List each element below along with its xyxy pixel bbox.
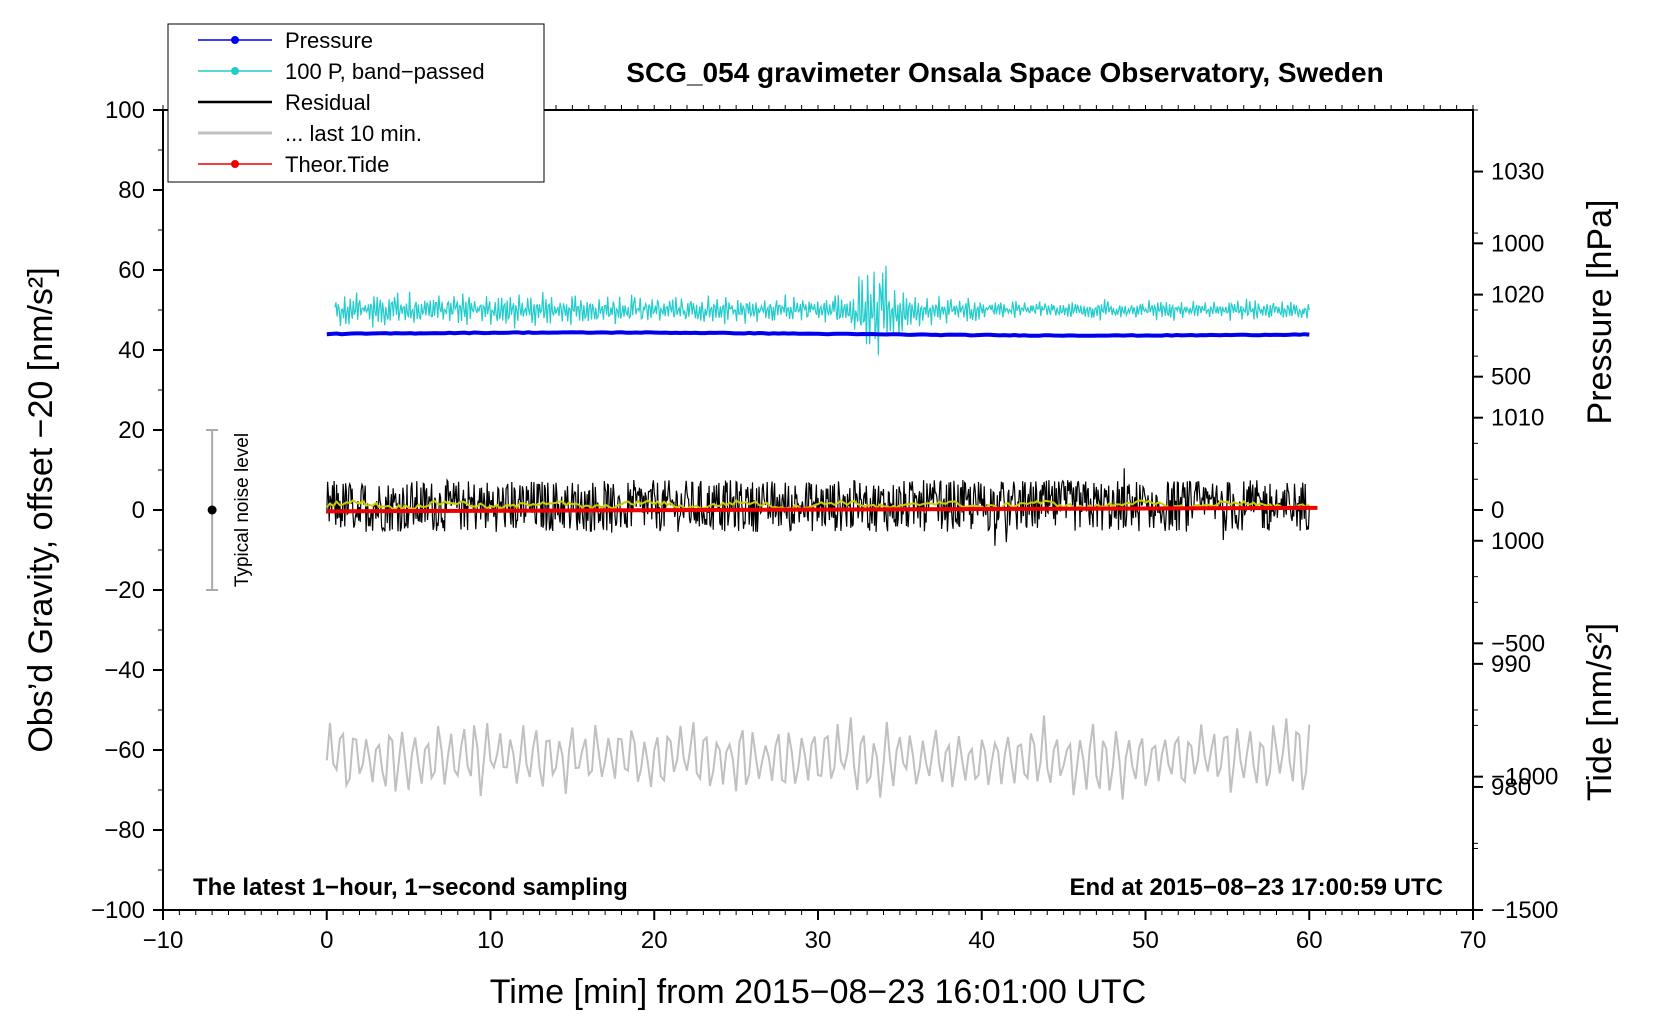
x-tick-label: 30 — [805, 927, 832, 954]
tide-tick-label: −1500 — [1491, 897, 1558, 924]
end-time-annotation: End at 2015−08−23 17:00:59 UTC — [1069, 874, 1443, 901]
legend-marker — [231, 160, 239, 168]
x-tick-label: 20 — [641, 927, 668, 954]
y-tick-label: −40 — [104, 657, 145, 684]
pressure-tick-label: 990 — [1491, 651, 1531, 678]
x-tick-label: 50 — [1132, 927, 1159, 954]
y-tick-label: 80 — [118, 177, 145, 204]
legend-label: 100 P, band−passed — [285, 59, 485, 84]
pressure-tick-label: 1030 — [1491, 159, 1544, 186]
series-pressure — [326, 330, 1310, 338]
legend-label: Pressure — [285, 28, 373, 53]
tide-tick-label: 0 — [1491, 497, 1504, 524]
y-tick-label: 20 — [118, 417, 145, 444]
x-tick-label: 40 — [968, 927, 995, 954]
y-tick-label: 40 — [118, 337, 145, 364]
noise-indicator — [206, 429, 219, 591]
series-last-10-min — [325, 715, 1311, 800]
y-tick-label: 0 — [132, 497, 145, 524]
pressure-tick-label: 980 — [1491, 774, 1531, 801]
pressure-tick-label: 1010 — [1491, 405, 1544, 432]
legend: Pressure 100 P, band−passed Residual ... la… — [167, 23, 545, 183]
x-tick-label: 70 — [1460, 927, 1487, 954]
noise-center-dot — [207, 505, 217, 515]
tide-tick-label: 1000 — [1491, 230, 1544, 257]
tide-axis-ticks: 1000 500 0 −500 −1000 −1500 — [1473, 230, 1558, 924]
legend-marker — [231, 67, 239, 75]
legend-label: Theor.Tide — [285, 152, 389, 177]
data-series — [325, 265, 1318, 800]
y-tick-label: −20 — [104, 577, 145, 604]
y-tick-label: −80 — [104, 817, 145, 844]
series-theoretical-tide — [326, 505, 1318, 514]
legend-label: ... last 10 min. — [285, 121, 422, 146]
y-tick-label: −60 — [104, 737, 145, 764]
chart-title: SCG_054 gravimeter Onsala Space Observat… — [626, 57, 1383, 88]
series-band-passed-pressure — [334, 265, 1310, 356]
x-tick-label: 0 — [320, 927, 333, 954]
sampling-annotation: The latest 1−hour, 1−second sampling — [193, 874, 628, 901]
pressure-tick-label: 1000 — [1491, 528, 1544, 555]
tide-tick-label: −1000 — [1491, 764, 1558, 791]
pressure-tick-label: 1020 — [1491, 282, 1544, 309]
y-tick-label: 100 — [105, 97, 145, 124]
series-residual-smoothed — [326, 499, 1310, 511]
tide-tick-label: 500 — [1491, 364, 1531, 391]
x-tick-label: −10 — [143, 927, 184, 954]
pressure-axis-ticks: 1030 1020 1010 1000 990 980 — [1473, 109, 1544, 849]
tide-tick-label: −500 — [1491, 630, 1545, 657]
legend-marker — [231, 36, 239, 44]
noise-indicator-label: Typical noise level — [232, 433, 253, 587]
y-axis-title-gravity: Obs’d Gravity, offset −20 [nm/s²] — [22, 267, 60, 752]
y-axis-title-pressure: Pressure [hPa] — [1581, 200, 1619, 425]
legend-label: Residual — [285, 90, 371, 115]
y-tick-label: −100 — [91, 897, 145, 924]
y-tick-label: 60 — [118, 257, 145, 284]
y-axis-title-tide: Tide [nm/s²] — [1581, 623, 1619, 801]
x-tick-label: 60 — [1296, 927, 1323, 954]
x-axis-title: Time [min] from 2015−08−23 16:01:00 UTC — [490, 973, 1146, 1011]
y-axis-ticks: 100 80 60 40 20 0 −20 −40 −60 −80 −100 — [91, 97, 163, 924]
x-tick-label: 10 — [477, 927, 504, 954]
x-axis-ticks: −10 0 10 20 30 40 50 60 70 — [143, 105, 1487, 954]
